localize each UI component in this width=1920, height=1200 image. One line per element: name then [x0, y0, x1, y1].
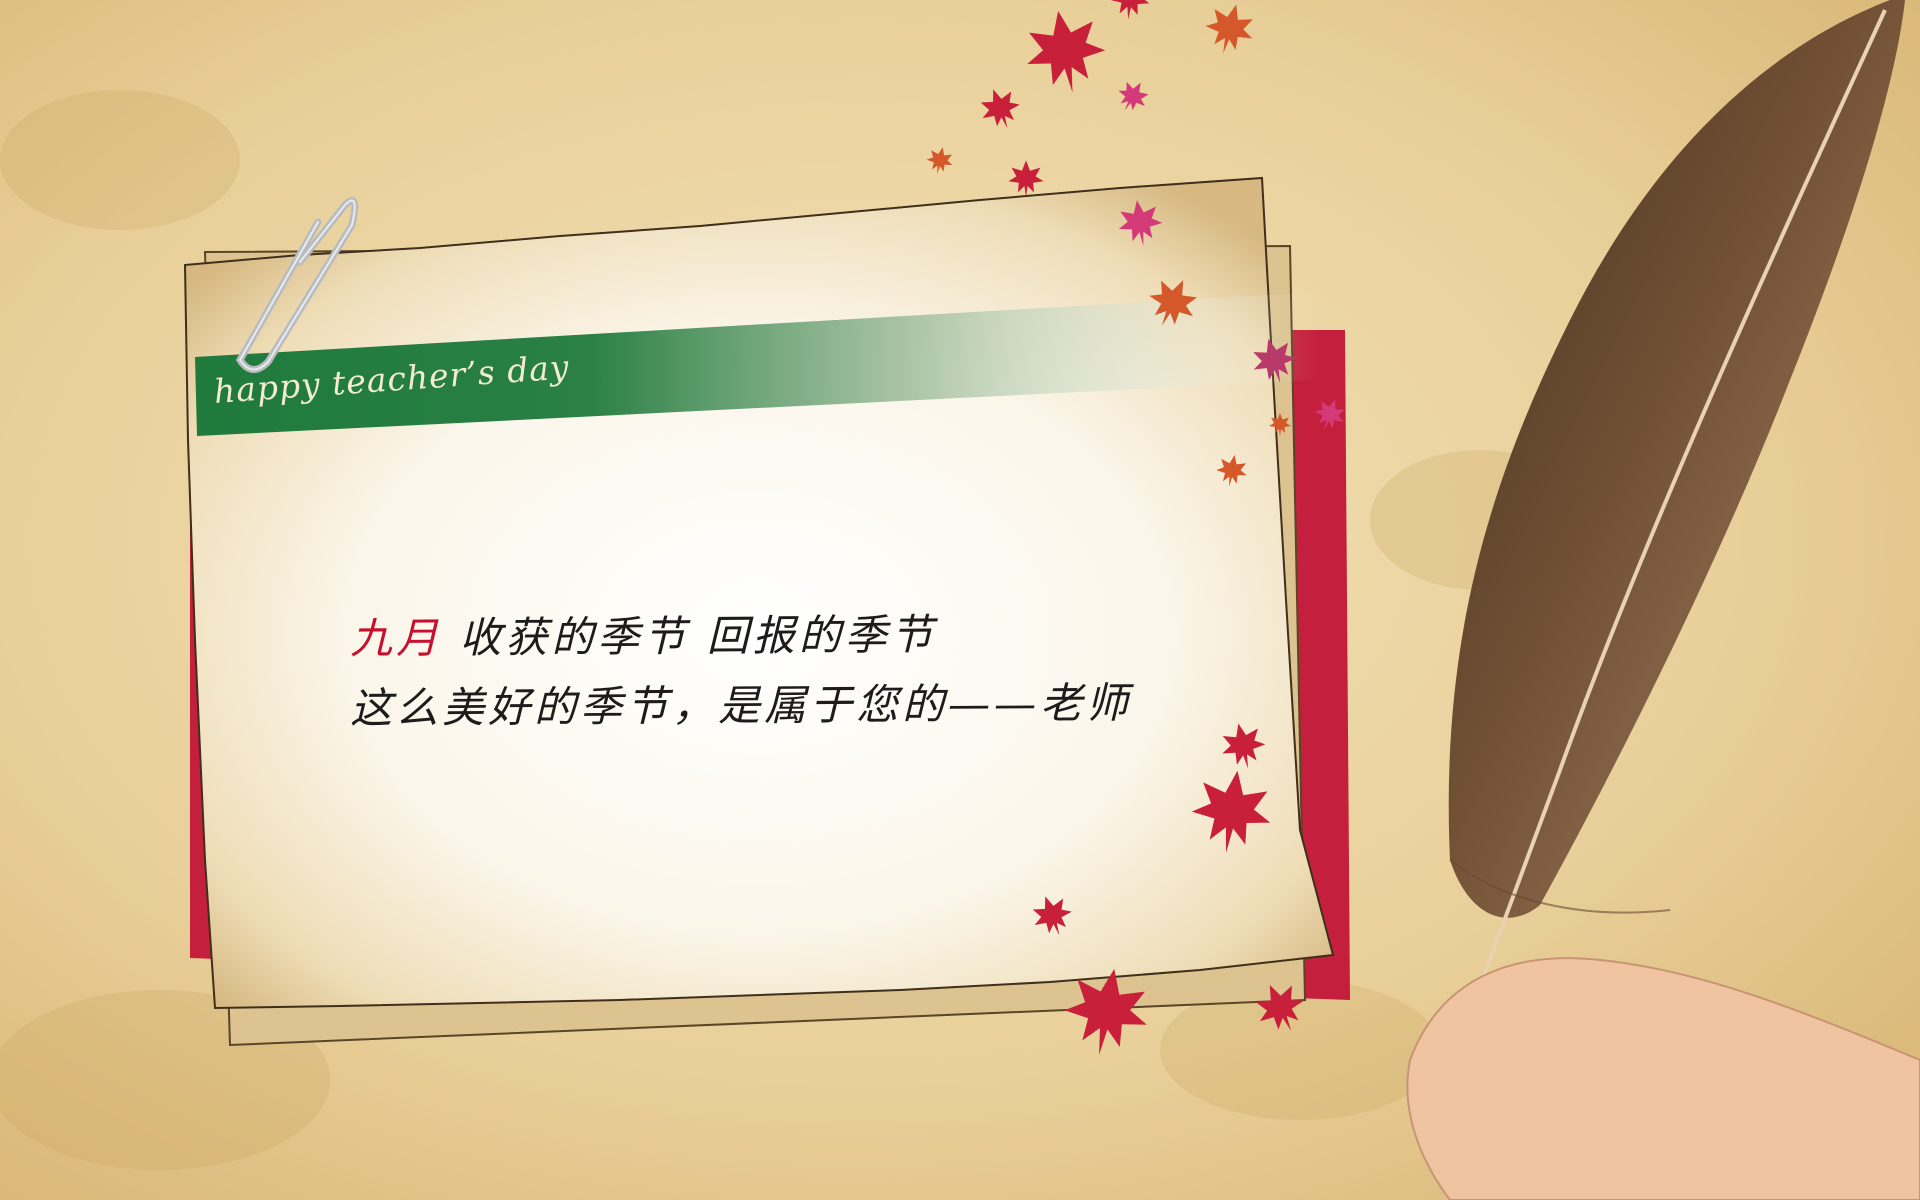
green-banner — [195, 292, 1320, 436]
message-line-2: 这么美好的季节，是属于您的——老师 — [349, 678, 1133, 733]
month-highlight: 九月 — [349, 613, 443, 664]
paperclip-icon — [235, 197, 359, 373]
message-line-1: 九月 收获的季节 回报的季节 — [350, 601, 937, 666]
hand-icon — [1406, 957, 1920, 1200]
message-line-1-rest: 收获的季节 回报的季节 — [441, 609, 937, 663]
